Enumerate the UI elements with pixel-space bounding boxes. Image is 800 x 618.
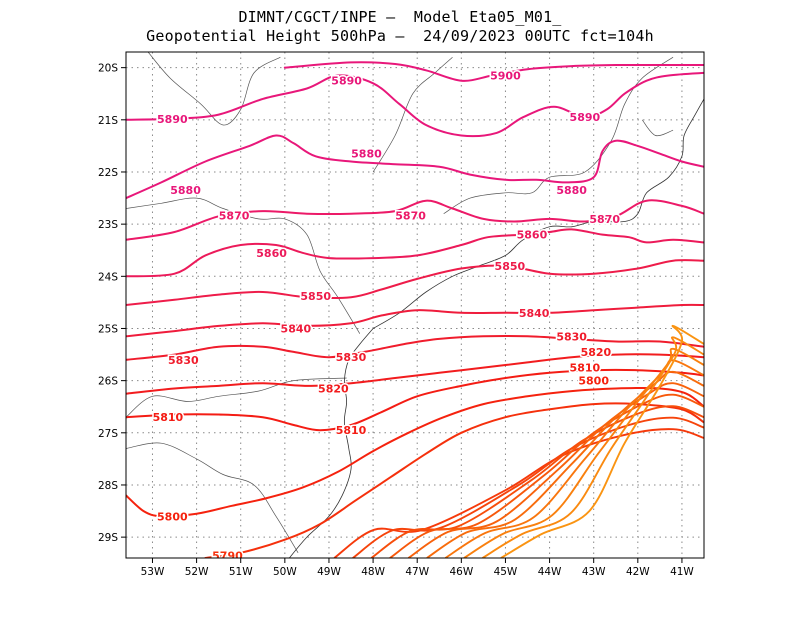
lon-tick-label: 42W <box>626 566 650 578</box>
height-contours <box>126 61 704 558</box>
contour-5890 <box>126 71 704 138</box>
contour-5880 <box>126 134 704 200</box>
contour-label-5840: 5840 <box>519 307 550 320</box>
contour-labels: 5900 5890 5890 5890 5880 5880 5880 5870 5870 5870… <box>151 68 622 562</box>
contour-label-5870: 5870 <box>219 209 250 222</box>
contour-label-5850: 5850 <box>495 260 526 273</box>
lon-tick-label: 44W <box>538 566 562 578</box>
contour-label-5830: 5830 <box>168 354 199 367</box>
contour-orange-5 <box>407 382 704 558</box>
contour-label-5900: 5900 <box>490 69 521 82</box>
lon-tick-label: 50W <box>273 566 297 578</box>
contour-label-5850: 5850 <box>300 290 331 303</box>
contour-5840 <box>126 303 704 338</box>
contour-label-5860: 5860 <box>517 229 548 242</box>
lat-tick-label: 29S <box>98 532 118 544</box>
state-border <box>443 56 674 215</box>
lon-tick-label: 48W <box>361 566 385 578</box>
lat-tick-label: 27S <box>98 428 118 440</box>
contour-label-5880: 5880 <box>556 184 587 197</box>
contour-label-5840: 5840 <box>281 322 312 335</box>
lat-tick-label: 23S <box>98 219 118 231</box>
longitude-axis: 53W 52W 51W 50W 49W 48W 47W 46W 45W 44W 43W 42W 41W <box>141 558 694 578</box>
latitude-axis: 20S 21S 22S 23S 24S 25S 26S 27S 28S 29S <box>98 63 126 544</box>
contour-5900 <box>283 61 704 82</box>
contour-label-5800: 5800 <box>578 375 609 388</box>
contour-label-5880: 5880 <box>170 184 201 197</box>
map-background <box>126 52 704 558</box>
title-line-1: DIMNT/CGCT/INPE – Model Eta05_M01_ <box>238 8 562 26</box>
contour-5830 <box>126 335 704 361</box>
contour-label-5820: 5820 <box>318 382 349 395</box>
lon-tick-label: 45W <box>494 566 518 578</box>
lat-tick-label: 26S <box>98 376 118 388</box>
contour-5870 <box>126 199 704 241</box>
state-border <box>641 119 674 137</box>
contour-label-5870: 5870 <box>395 209 426 222</box>
contour-label-5810: 5810 <box>570 362 601 375</box>
lon-tick-label: 51W <box>229 566 253 578</box>
contour-label-5800: 5800 <box>157 510 188 523</box>
contour-orange-4 <box>389 393 704 558</box>
lon-tick-label: 53W <box>141 566 165 578</box>
lat-tick-label: 28S <box>98 480 118 492</box>
contour-label-5880: 5880 <box>351 148 382 161</box>
graticule <box>126 52 704 558</box>
contour-5820 <box>126 353 704 395</box>
lon-tick-label: 41W <box>670 566 694 578</box>
contour-label-5890: 5890 <box>331 75 362 88</box>
contour-orange-3 <box>370 405 704 558</box>
coastline-southeast <box>372 98 704 329</box>
contour-label-5820: 5820 <box>581 346 612 359</box>
contour-label-5810: 5810 <box>336 424 367 437</box>
contour-label-5890: 5890 <box>157 113 188 126</box>
contour-label-5890: 5890 <box>570 111 601 124</box>
lat-tick-label: 24S <box>98 271 118 283</box>
contour-orange-2 <box>352 416 704 558</box>
contour-label-5830: 5830 <box>336 351 367 364</box>
lon-tick-label: 47W <box>405 566 429 578</box>
coastline <box>288 98 704 558</box>
state-border <box>147 52 281 126</box>
state-border <box>126 442 299 553</box>
title-line-2: Geopotential Height 500hPa – 24/09/2023 … <box>146 27 654 45</box>
lat-tick-label: 22S <box>98 167 118 179</box>
contour-5850 <box>126 259 704 306</box>
lon-tick-label: 46W <box>449 566 473 578</box>
contour-label-5870: 5870 <box>589 213 620 226</box>
contour-orange-6 <box>426 370 704 558</box>
lat-tick-label: 20S <box>98 63 118 75</box>
contour-orange-9 <box>482 336 704 558</box>
lat-tick-label: 21S <box>98 115 118 127</box>
contour-label-5810: 5810 <box>153 411 184 424</box>
state-border <box>126 377 347 418</box>
contour-orange-1 <box>333 428 704 558</box>
lat-tick-label: 25S <box>98 323 118 335</box>
lon-tick-label: 52W <box>185 566 209 578</box>
contour-orange-8 <box>463 347 704 558</box>
contour-label-5830: 5830 <box>556 330 587 343</box>
lon-tick-label: 49W <box>317 566 341 578</box>
state-border <box>126 197 361 334</box>
contour-label-5860: 5860 <box>256 247 287 260</box>
contour-label-5790: 5790 <box>212 549 243 562</box>
contour-5810 <box>126 368 704 432</box>
state-border <box>372 56 453 173</box>
coastline-south <box>288 328 374 558</box>
state-borders <box>126 52 674 553</box>
contour-5860 <box>126 228 704 278</box>
map-frame <box>125 51 705 559</box>
lon-tick-label: 43W <box>582 566 606 578</box>
contour-5800 <box>126 386 704 518</box>
contour-orange-10 <box>500 324 704 558</box>
